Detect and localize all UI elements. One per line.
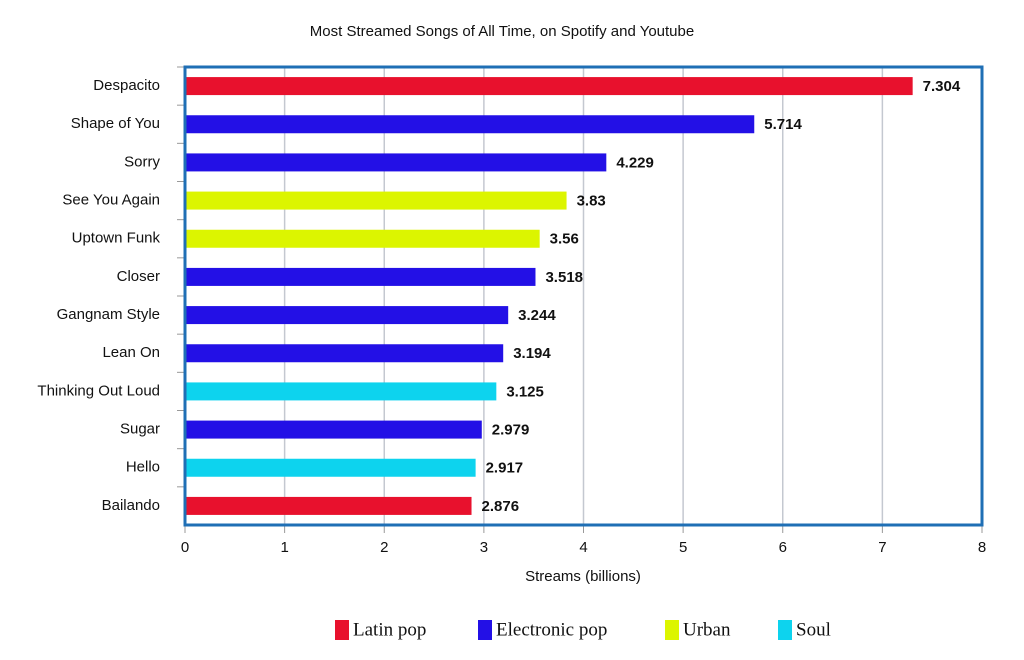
legend-label: Latin pop (353, 619, 426, 640)
value-label: 5.714 (764, 116, 802, 133)
bar (185, 458, 476, 477)
x-axis-label: Streams (billions) (525, 568, 641, 585)
bar (185, 306, 509, 325)
value-label: 2.979 (492, 422, 530, 439)
value-label: 2.876 (482, 498, 520, 515)
bar (185, 115, 755, 134)
x-tick-label: 5 (679, 539, 687, 556)
bar (185, 344, 504, 363)
value-label: 2.917 (486, 460, 524, 477)
value-label: 3.194 (513, 345, 551, 362)
y-tick-label: Closer (117, 268, 160, 285)
y-tick-label: Despacito (93, 77, 160, 94)
x-tick-label: 1 (280, 539, 288, 556)
x-tick-label: 2 (380, 539, 388, 556)
legend-label: Urban (683, 619, 731, 640)
x-tick-label: 7 (878, 539, 886, 556)
bar (185, 496, 472, 515)
value-label: 3.56 (550, 231, 579, 248)
y-tick-label: Bailando (102, 497, 160, 514)
value-label: 4.229 (616, 154, 654, 171)
x-tick-label: 6 (779, 539, 787, 556)
bar (185, 267, 536, 286)
bar (185, 191, 567, 210)
legend-swatch (478, 620, 492, 640)
legend-swatch (665, 620, 679, 640)
bar (185, 229, 540, 248)
legend-swatch (335, 620, 349, 640)
y-tick-label: Thinking Out Loud (37, 382, 160, 399)
y-tick-label: Uptown Funk (72, 230, 161, 247)
chart-title: Most Streamed Songs of All Time, on Spot… (310, 23, 694, 40)
value-label: 3.244 (518, 307, 556, 324)
bar (185, 153, 607, 172)
bar (185, 382, 497, 401)
y-tick-label: Lean On (102, 344, 160, 361)
y-tick-label: Sorry (124, 153, 160, 170)
x-tick-label: 8 (978, 539, 986, 556)
value-label: 3.518 (545, 269, 583, 286)
legend-label: Soul (796, 619, 831, 640)
legend-label: Electronic pop (496, 619, 607, 640)
y-tick-label: Gangnam Style (57, 306, 160, 323)
y-tick-label: Sugar (120, 421, 160, 438)
value-label: 7.304 (923, 78, 961, 95)
plot-border (183, 65, 984, 527)
x-tick-label: 3 (480, 539, 488, 556)
bar (185, 420, 482, 439)
x-tick-label: 0 (181, 539, 189, 556)
y-tick-label: See You Again (62, 192, 160, 209)
y-tick-label: Hello (126, 459, 160, 476)
value-label: 3.83 (577, 193, 606, 210)
bar (185, 77, 913, 96)
x-tick-label: 4 (579, 539, 587, 556)
legend-swatch (778, 620, 792, 640)
y-tick-label: Shape of You (71, 115, 160, 132)
value-label: 3.125 (506, 383, 544, 400)
